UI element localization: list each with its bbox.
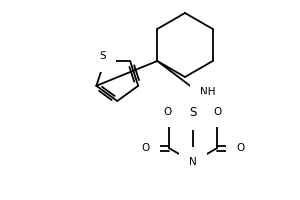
- Text: N: N: [189, 157, 197, 167]
- Text: NH: NH: [200, 87, 215, 97]
- Text: O: O: [236, 143, 244, 153]
- Text: S: S: [189, 106, 197, 118]
- Text: O: O: [164, 107, 172, 117]
- Text: S: S: [99, 51, 106, 61]
- Text: O: O: [142, 143, 150, 153]
- Text: O: O: [214, 107, 222, 117]
